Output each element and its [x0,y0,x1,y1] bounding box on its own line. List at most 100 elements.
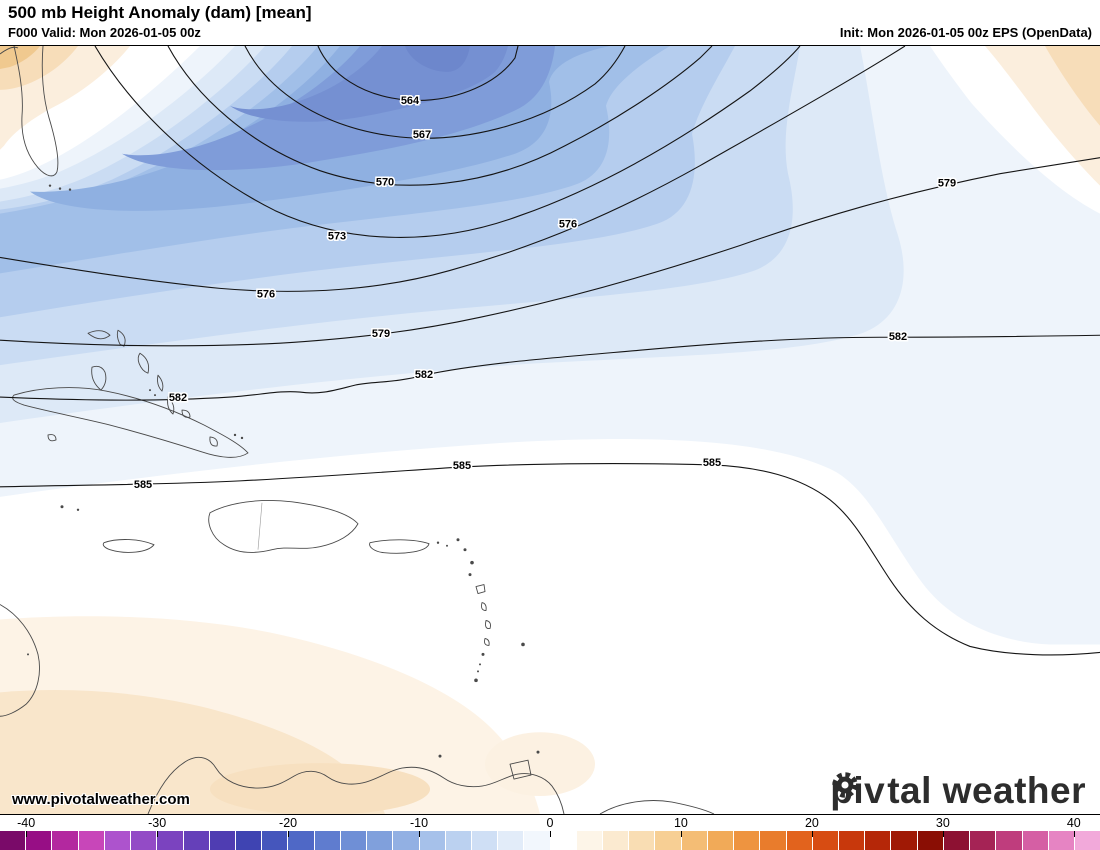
colorbar-segment [52,831,78,850]
contour-label: 576 [257,288,275,300]
contour-label: 579 [938,178,956,190]
colorbar-segment [419,831,445,850]
colorbar-tick-labels: -40 -30 -20 -10 0 10 20 30 40 [0,815,1100,831]
colorbar-tick-mark [680,831,682,837]
contour-label: 564 [401,95,420,107]
contour-label: 585 [453,460,471,472]
virgin-islands [436,541,440,544]
colorbar-segment [917,831,943,850]
contour-lines [0,46,1100,656]
colorbar-segment [0,831,26,850]
colorbar-tick-mark [157,831,159,837]
colorbar-tick-label: -40 [17,816,36,830]
coastline-lesser-antilles [456,538,525,683]
contour-label: 582 [415,369,433,381]
florida-keys [48,184,52,187]
colorbar-segment [550,831,576,850]
contour-labels: 564 567 570 573 576 576 579 579 582 582 582 585 585 5… [132,93,957,492]
colorbar-tick-label: -30 [148,816,167,830]
colorbar-segment [970,831,996,850]
colorbar-tick-mark [419,831,421,837]
colorbar-segment [183,831,209,850]
colorbar-segment [681,831,707,850]
coastline-trinidad [509,759,532,780]
coastline-hispaniola [208,500,359,553]
page-title: 500 mb Height Anomaly (dam) [mean] [8,3,312,22]
coastline-gulf [0,46,19,55]
contour-label: 582 [889,331,907,343]
contour-label: 582 [169,392,187,404]
map-area: 564 567 570 573 576 576 579 579 582 582 582 585 585 5… [0,45,1100,815]
colorbar-segment [1074,831,1100,850]
colorbar-tick-mark [811,831,813,837]
colorbar-segment [104,831,131,850]
contour-label: 573 [328,231,346,243]
colorbar: -40 -30 -20 -10 0 10 20 30 40 [0,815,1100,850]
colorbar-tick-mark [942,831,944,837]
contour-label: 576 [559,219,577,231]
contour-label: 570 [376,177,394,189]
colorbar-segment [524,831,550,850]
colorbar-segment [78,831,104,850]
colorbar-segment [367,831,393,850]
contour-582 [0,334,1100,401]
coastline-south-america [147,756,565,814]
colorbar-segment [209,831,235,850]
colorbar-tick-mark [550,831,551,837]
florida-keys [68,188,72,191]
valid-time-label: F000 Valid: Mon 2026-01-05 00z [8,25,201,40]
header: 500 mb Height Anomaly (dam) [mean] F000 … [0,0,1100,45]
cayman-islands [76,508,80,511]
florida-keys [58,187,62,190]
watermark: www.pivotalweather.com [12,791,190,808]
colorbar-segment [760,831,786,850]
anomaly-neg-core [405,46,470,72]
anomaly-pos-topleft-3 [0,46,40,69]
colorbar-segment [786,831,812,850]
contour-573 [94,46,801,238]
colorbar-segment [340,831,367,850]
colorbar-segments [0,831,1100,850]
colorbar-segment [1022,831,1048,850]
colorbar-segment [235,831,262,850]
colorbar-tick-mark [1073,831,1075,837]
coastlines [0,46,715,814]
coastline-florida [13,46,59,177]
cayman-islands [60,505,64,509]
colorbar-segment [1048,831,1074,850]
colorbar-tick-label: 40 [1066,816,1081,830]
colorbar-segment [288,831,314,850]
logo-text-tal-weather: tal weather [887,770,1086,811]
colorbar-segment [891,831,917,850]
pivotal-weather-logo: piv tal weather [830,770,1086,812]
contour-label: 585 [703,457,721,469]
colorbar-tick-label: 10 [673,816,688,830]
coastline-puerto-rico [369,539,430,554]
contour-570 [167,46,713,186]
colorbar-segment [603,831,629,850]
colorbar-segment [131,831,157,850]
coastline-orinoco [599,800,715,814]
san-andres [27,653,29,656]
colorbar-tick-label: -20 [279,816,298,830]
contour-564 [317,46,519,101]
colorbar-segment [812,831,838,850]
colorbar-segment [655,831,681,850]
colorbar-segment [629,831,655,850]
anomaly-shading [0,46,1100,814]
contour-567 [244,46,626,139]
isle-of-youth [47,434,57,442]
colorbar-tick-mark [26,831,28,837]
colorbar-segment [839,831,865,850]
contour-label: 579 [372,328,390,340]
contour-label: 567 [413,129,431,141]
colorbar-segment [943,831,970,850]
colorbar-tick-label: 30 [935,816,950,830]
anomaly-pos-topright-2 [1045,46,1100,126]
coastline-cuba [12,387,249,458]
colorbar-segment [393,831,419,850]
map-canvas: 564 567 570 573 576 576 579 579 582 582 582 585 585 5… [0,46,1100,814]
haiti-dr-border [257,502,263,550]
contour-585 [0,463,1100,656]
